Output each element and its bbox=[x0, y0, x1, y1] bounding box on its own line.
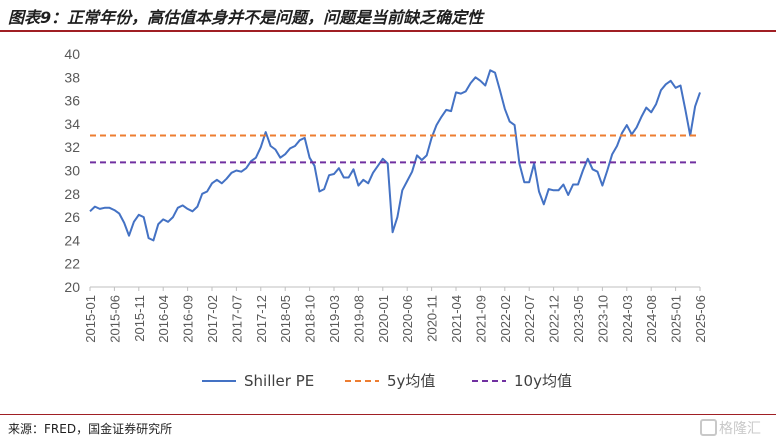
source-note: 来源：FRED，国金证券研究所 bbox=[8, 422, 173, 436]
title-divider bbox=[0, 30, 776, 32]
y-axis: 20 22 24 26 28 30 32 34 36 38 40 bbox=[64, 46, 80, 295]
y-tick-label: 36 bbox=[64, 93, 80, 109]
y-tick-label: 22 bbox=[64, 256, 80, 272]
footer-divider bbox=[0, 414, 776, 415]
x-tick-label: 2020-01 bbox=[376, 295, 391, 343]
x-tick-label: 2022-02 bbox=[498, 295, 513, 343]
legend: Shiller PE 5y均值 10y均值 bbox=[202, 372, 572, 390]
x-axis: 2015-01 2015-06 2015-11 2016-04 2016-09 2017-… bbox=[83, 286, 708, 343]
y-tick-label: 28 bbox=[64, 186, 80, 202]
watermark-text: 格隆汇 bbox=[719, 421, 761, 437]
x-tick-label: 2015-01 bbox=[83, 295, 98, 343]
x-tick-label: 2015-06 bbox=[107, 295, 122, 343]
x-tick-label: 2022-07 bbox=[522, 295, 537, 343]
y-tick-label: 38 bbox=[64, 69, 80, 85]
legend-label: 10y均值 bbox=[514, 372, 572, 390]
x-tick-label: 2019-08 bbox=[351, 295, 366, 343]
x-tick-label: 2021-04 bbox=[449, 295, 464, 343]
x-tick-label: 2025-01 bbox=[669, 295, 684, 343]
legend-label: Shiller PE bbox=[244, 372, 314, 390]
x-tick-label: 2025-06 bbox=[693, 295, 708, 343]
legend-label: 5y均值 bbox=[387, 372, 435, 390]
x-tick-label: 2023-05 bbox=[571, 295, 586, 343]
x-tick-label: 2023-10 bbox=[595, 295, 610, 343]
x-tick-label: 2024-03 bbox=[620, 295, 635, 343]
y-tick-label: 34 bbox=[64, 116, 80, 132]
y-tick-label: 40 bbox=[64, 46, 80, 62]
x-tick-label: 2018-10 bbox=[303, 295, 318, 343]
plot-area bbox=[89, 69, 701, 242]
x-tick-label: 2015-11 bbox=[132, 295, 147, 342]
x-tick-label: 2016-04 bbox=[156, 295, 171, 343]
x-tick-label: 2017-07 bbox=[229, 295, 244, 343]
x-tick-label: 2018-05 bbox=[278, 295, 293, 343]
y-tick-label: 26 bbox=[64, 209, 80, 225]
x-tick-label: 2019-03 bbox=[327, 295, 342, 343]
shiller-pe-line bbox=[89, 69, 701, 242]
x-tick-label: 2017-12 bbox=[254, 295, 269, 343]
x-tick-label: 2022-12 bbox=[547, 295, 562, 343]
x-tick-label: 2024-08 bbox=[644, 295, 659, 343]
y-tick-label: 24 bbox=[64, 232, 80, 248]
x-tick-label: 2021-09 bbox=[473, 295, 488, 343]
watermark: 格隆汇 bbox=[700, 418, 761, 438]
chart-title: 图表9：正常年份，高估值本身并不是问题，问题是当前缺乏确定性 bbox=[8, 8, 484, 27]
x-tick-label: 2020-11 bbox=[425, 295, 440, 342]
watermark-logo-icon bbox=[700, 419, 717, 436]
x-tick-label: 2020-06 bbox=[400, 295, 415, 343]
y-tick-label: 32 bbox=[64, 139, 80, 155]
y-tick-label: 20 bbox=[64, 279, 80, 295]
y-tick-label: 30 bbox=[64, 163, 80, 179]
x-tick-label: 2016-09 bbox=[181, 295, 196, 343]
x-tick-label: 2017-02 bbox=[205, 295, 220, 343]
